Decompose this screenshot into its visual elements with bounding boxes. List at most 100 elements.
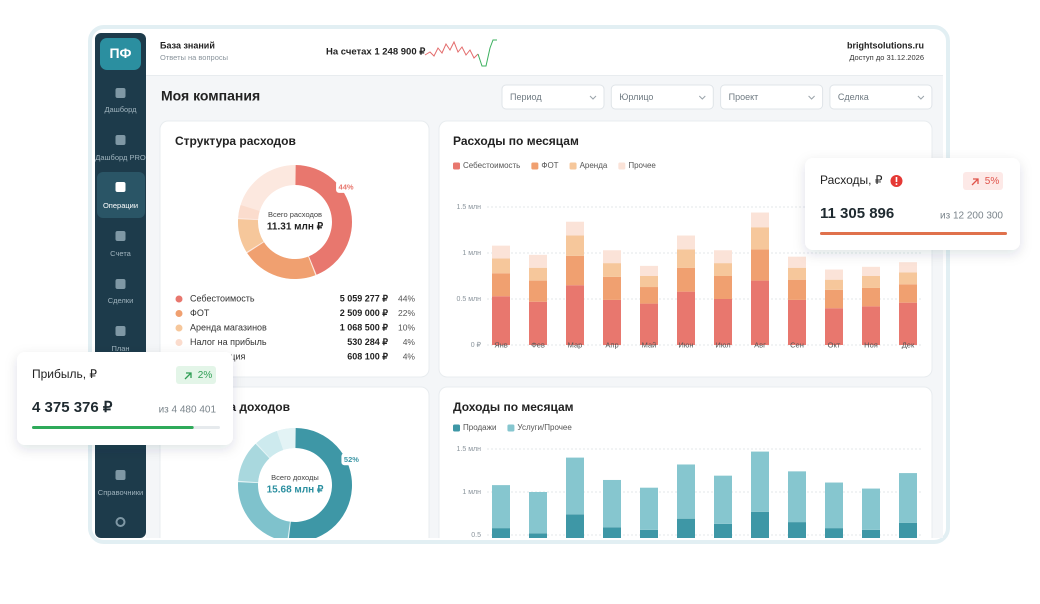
- sparkline-red: [424, 40, 479, 59]
- nav-label[interactable]: Сделки: [108, 296, 134, 305]
- bar-segment: [566, 285, 584, 345]
- legend-amount: 608 100 ₽: [347, 351, 388, 361]
- legend-swatch: [569, 162, 577, 170]
- bar-segment: [640, 265, 658, 276]
- legend-swatch: [531, 162, 539, 170]
- bar-segment: [640, 529, 658, 538]
- x-tick-label: Июн: [678, 340, 693, 349]
- legend-dot: [175, 310, 183, 317]
- bar-segment: [677, 249, 695, 268]
- change-value: 5%: [985, 176, 1000, 187]
- logo[interactable]: [100, 38, 141, 70]
- bar-segment: [677, 267, 695, 292]
- bar-segment: [492, 296, 510, 345]
- y-tick-label: 1 млн: [462, 250, 481, 257]
- kb-title[interactable]: База знаний: [160, 40, 215, 50]
- bar-segment: [677, 235, 695, 250]
- value-badge: [336, 180, 357, 193]
- active-item: [97, 172, 145, 218]
- card-title: Расходы по месяцам: [453, 134, 579, 148]
- bar-segment: [899, 522, 917, 538]
- kpi-title: Расходы, ₽: [820, 173, 883, 187]
- legend-dot: [175, 339, 183, 346]
- legend-label: Прочее: [628, 161, 656, 170]
- legend-label: Продажи: [463, 423, 496, 432]
- bar-segment: [492, 528, 510, 538]
- x-tick-label: Мар: [568, 340, 583, 349]
- settings-icon[interactable]: [115, 517, 126, 527]
- bar-segment: [603, 276, 621, 300]
- nav-label[interactable]: План: [111, 344, 129, 353]
- bar-segment: [492, 245, 510, 259]
- legend-dot: [175, 324, 183, 332]
- legend-share: 4%: [403, 337, 416, 347]
- nav-label[interactable]: Дашборд PRO: [95, 153, 146, 162]
- nav-icon: [115, 470, 126, 480]
- bar-segment: [788, 522, 806, 538]
- bar-segment: [825, 482, 843, 529]
- legend-swatch: [618, 162, 626, 170]
- bar-segment: [714, 250, 732, 264]
- legend-share: 10%: [398, 322, 415, 332]
- bar-segment: [529, 280, 547, 302]
- bar-segment: [751, 249, 769, 281]
- kpi-value: 4 375 376 ₽: [32, 399, 113, 416]
- bar-segment: [603, 263, 621, 277]
- filter-select[interactable]: [720, 84, 824, 110]
- bar-segment: [566, 514, 584, 538]
- page-title: Моя компания: [161, 88, 260, 104]
- alert-mark: [895, 183, 898, 185]
- legend-label: Услуги/Прочее: [517, 423, 572, 432]
- value-label: 44%: [339, 182, 354, 191]
- donut-segment: [288, 428, 352, 538]
- nav-icon: [115, 231, 126, 241]
- legend-label: Аренда: [580, 161, 608, 170]
- x-tick-label: Авг: [754, 340, 766, 349]
- bar-segment: [677, 291, 695, 345]
- donut-segment: [238, 443, 270, 483]
- legend-share: 4%: [403, 351, 416, 361]
- card: [438, 386, 933, 538]
- bar-segment: [566, 235, 584, 256]
- filter-select[interactable]: [501, 84, 605, 110]
- chevron: [698, 95, 706, 100]
- filter-select[interactable]: [829, 84, 933, 110]
- sparkline-green: [477, 39, 497, 67]
- bar-segment: [825, 279, 843, 290]
- legend-dot: [175, 295, 183, 303]
- donut-segment: [238, 219, 264, 252]
- kpi-title: Прибыль, ₽: [32, 367, 97, 381]
- legend-swatch: [453, 424, 460, 432]
- legend-label: Себестоимость: [463, 161, 520, 170]
- nav-icon: [115, 88, 126, 98]
- bar-segment: [714, 299, 732, 345]
- bar-segment: [714, 276, 732, 299]
- change-value: 2%: [198, 370, 213, 381]
- nav-label[interactable]: Операции: [103, 201, 138, 210]
- nav-label[interactable]: Справочники: [98, 488, 143, 497]
- bar-segment: [529, 267, 547, 281]
- progress-fill: [32, 426, 194, 429]
- y-tick-label: 1 млн: [462, 489, 481, 496]
- filter-label: Сделка: [838, 92, 869, 102]
- donut-segment: [241, 192, 264, 211]
- bar-segment: [899, 302, 917, 345]
- legend-share: 22%: [398, 308, 415, 318]
- legend-label: Налог на прибыль: [190, 337, 267, 347]
- bar-segment: [640, 287, 658, 304]
- bar-segment: [566, 221, 584, 236]
- bar-segment: [751, 511, 769, 538]
- nav-label[interactable]: Дашборд: [104, 105, 137, 114]
- bar-segment: [825, 289, 843, 309]
- x-tick-label: Сен: [790, 340, 804, 349]
- nav-label[interactable]: Счета: [110, 249, 132, 258]
- filter-select[interactable]: [610, 84, 714, 110]
- bar-segment: [788, 471, 806, 523]
- card: [159, 120, 430, 378]
- bar-segment: [492, 258, 510, 274]
- legend-swatch: [507, 424, 515, 432]
- header: [146, 33, 943, 75]
- bar-segment: [603, 479, 621, 528]
- change-arrow: [971, 178, 979, 186]
- bar-segment: [825, 269, 843, 280]
